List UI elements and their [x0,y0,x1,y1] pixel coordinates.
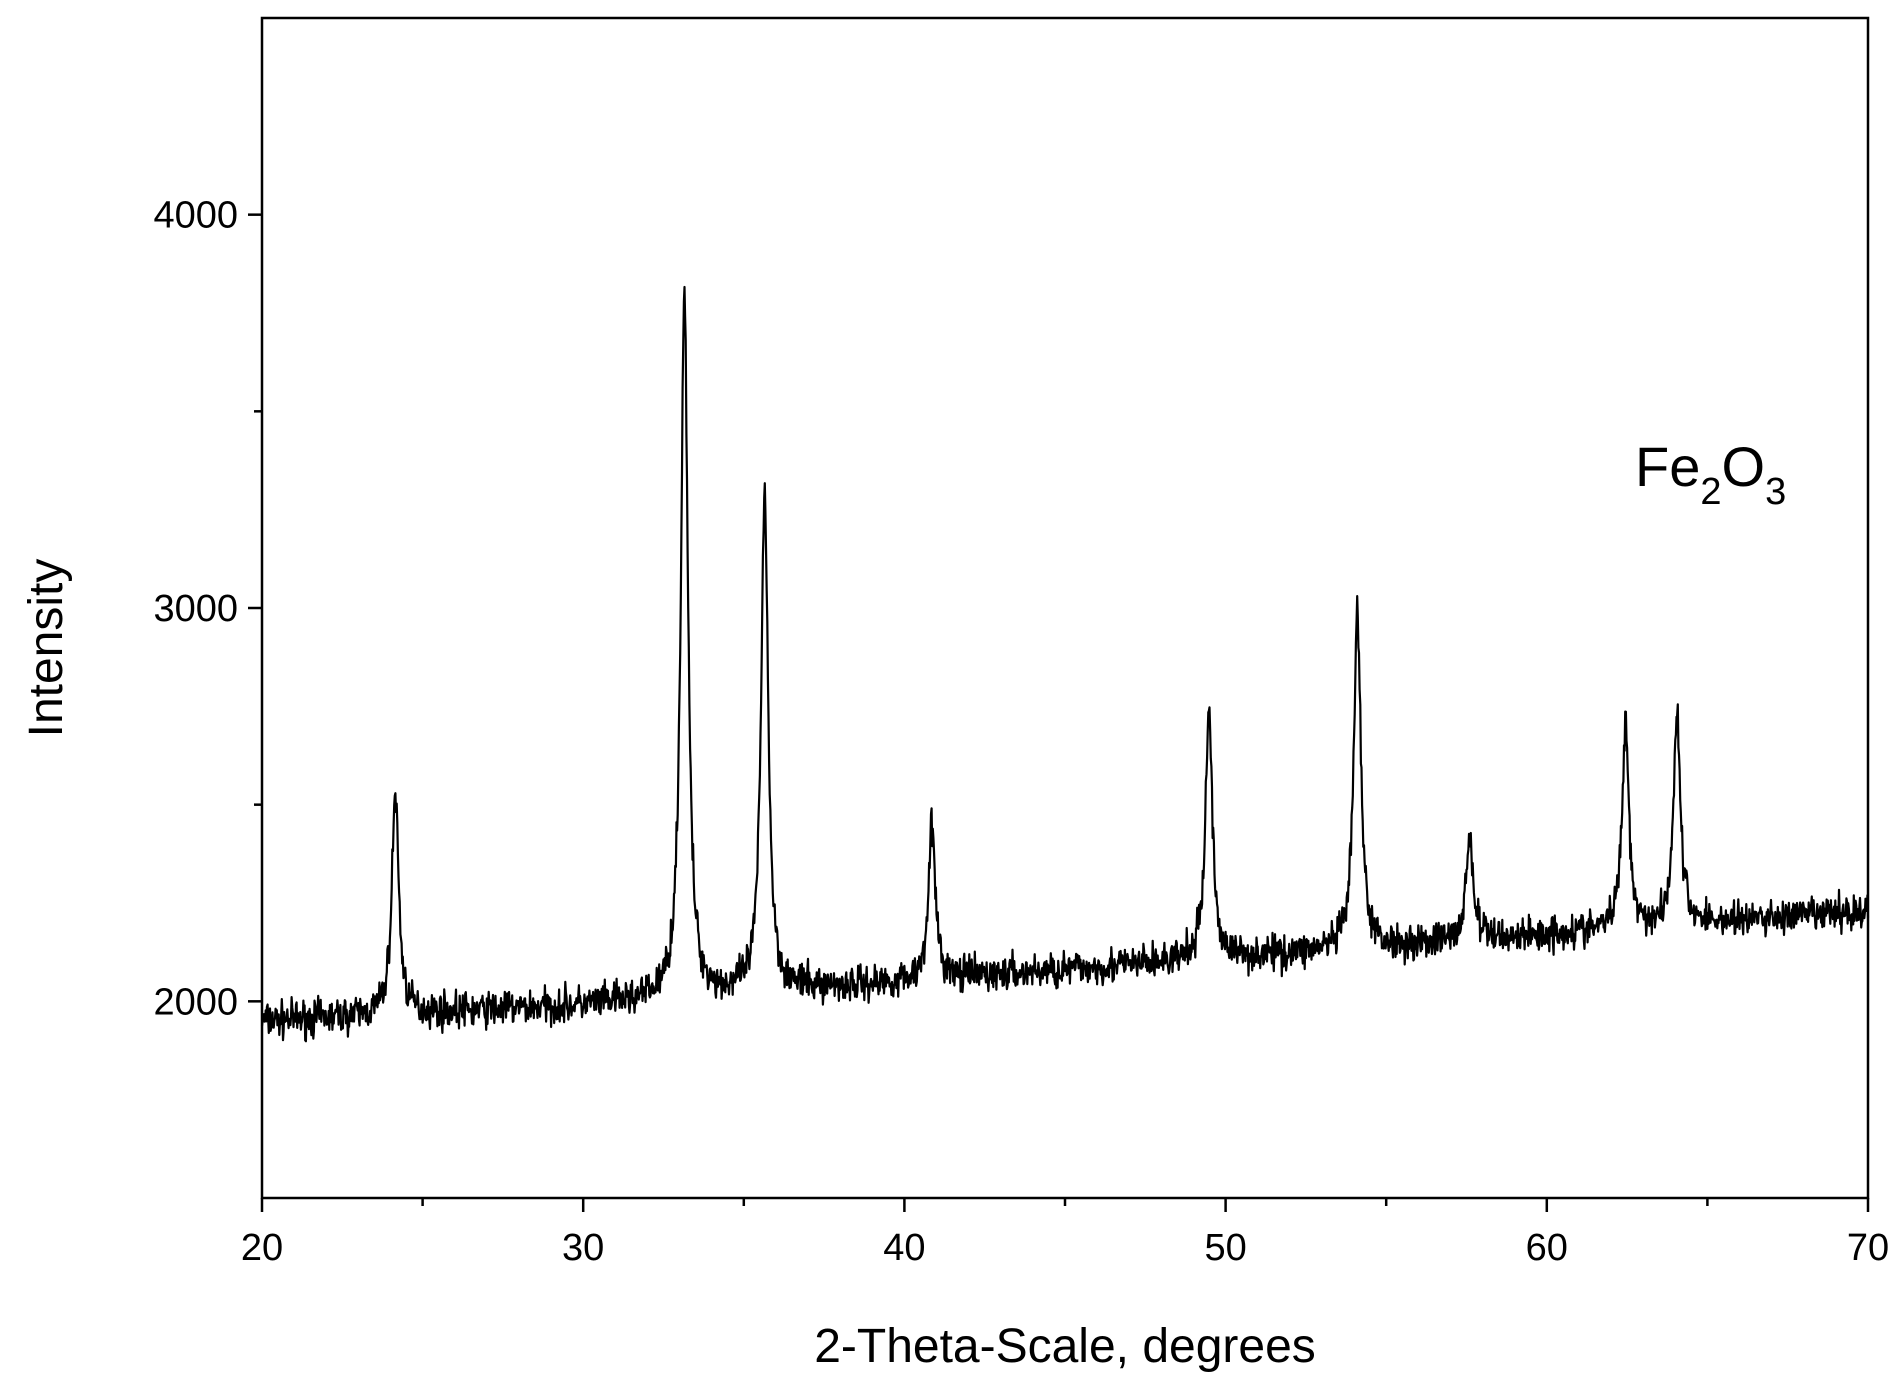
y-tick-label: 4000 [153,195,238,237]
x-tick-label: 20 [241,1227,283,1269]
y-tick-label: 2000 [153,981,238,1023]
compound-label-o: O [1722,435,1766,498]
x-tick-label: 70 [1847,1227,1889,1269]
x-tick-label: 60 [1526,1227,1568,1269]
x-tick-label: 50 [1204,1227,1246,1269]
axis-ticks [248,213,1870,1212]
x-tick-label: 30 [562,1227,604,1269]
y-axis-title: Intensity [20,559,73,738]
tick-labels: 20 30 40 50 60 70 2000 3000 4000 [153,195,1889,1269]
compound-label-sub-2: 2 [1700,471,1721,513]
y-tick-label: 3000 [153,588,238,630]
compound-label-fe: Fe [1635,435,1700,498]
xrd-pattern-line [260,285,1870,1043]
x-tick-label: 40 [883,1227,925,1269]
x-axis-title: 2-Theta-Scale, degrees [814,1320,1316,1373]
compound-label: Fe2O3 [1635,435,1786,513]
compound-label-sub-3: 3 [1765,471,1786,513]
